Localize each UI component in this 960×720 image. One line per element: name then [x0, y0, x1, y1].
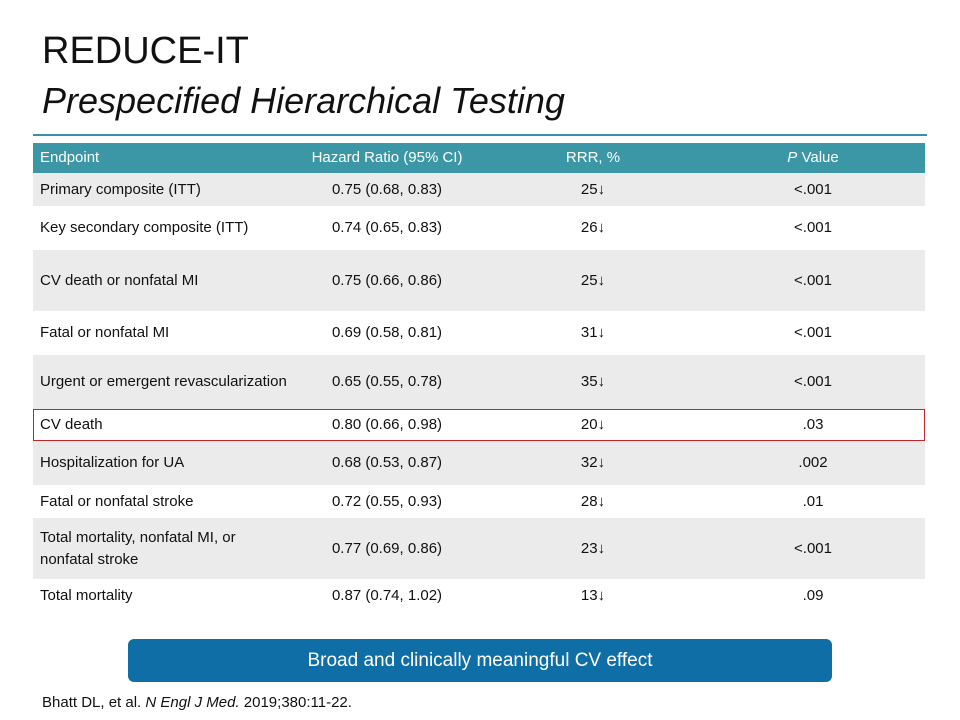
header-text: P: [787, 149, 798, 166]
table-row: CV death or nonfatal MI 0.75 (0.66, 0.86)…: [33, 250, 925, 311]
table-cell: Fatal or nonfatal stroke: [40, 492, 194, 510]
header-text: Value: [797, 149, 839, 166]
table-cell: Fatal or nonfatal MI: [40, 324, 170, 341]
table-row: Total mortality, nonfatal MI, or nonfata…: [33, 518, 925, 579]
divider: [33, 134, 927, 136]
citation-journal: N Engl J Med.: [145, 694, 240, 711]
table-cell: Key secondary composite (ITT): [40, 219, 249, 236]
header-row: Endpoint Hazard Ratio (95% CI) RRR, % P Val…: [33, 143, 925, 173]
table-cell: Primary composite (ITT): [40, 180, 201, 198]
header-cell: Endpoint: [40, 149, 100, 166]
table-row: Key secondary composite (ITT) 0.74 (0.65,…: [33, 206, 925, 250]
citation-text: 2019;380:11-22.: [239, 694, 352, 711]
table-row: CV death 0.80 (0.66, 0.98) 20↓ .03: [33, 409, 925, 441]
table-row: Fatal or nonfatal MI 0.69 (0.58, 0.81) 31↓…: [33, 311, 925, 355]
citation: Bhatt DL, et al. N Engl J Med. 2019;380:…: [42, 694, 352, 711]
title: REDUCE-IT: [42, 30, 249, 72]
table-row: Primary composite (ITT) 0.75 (0.68, 0.83)…: [33, 173, 925, 206]
table-cell: Total mortality: [40, 587, 133, 604]
table-row: Hospitalization for UA 0.68 (0.53, 0.87) 3…: [33, 441, 925, 485]
table-cell: CV death or nonfatal MI: [40, 271, 199, 289]
table-cell: Total mortality, nonfatal MI, or nonfata…: [40, 528, 236, 568]
table: Endpoint Hazard Ratio (95% CI) RRR, % P Val…: [33, 143, 925, 613]
table-cell: Urgent or emergent revascularization: [40, 373, 287, 390]
table-cell: Hospitalization for UA: [40, 454, 185, 471]
banner: Broad and clinically meaningful CV effec…: [128, 639, 832, 682]
table-row: Total mortality 0.87 (0.74, 1.02) 13↓ .09: [33, 579, 925, 613]
table-cell: CV death: [40, 416, 103, 433]
table-row: Fatal or nonfatal stroke 0.72 (0.55, 0.93…: [33, 485, 925, 518]
table-row: Urgent or emergent revascularization 0.65…: [33, 355, 925, 409]
citation-text: Bhatt DL, et al.: [42, 694, 146, 711]
subtitle: Prespecified Hierarchical Testing: [42, 80, 565, 121]
